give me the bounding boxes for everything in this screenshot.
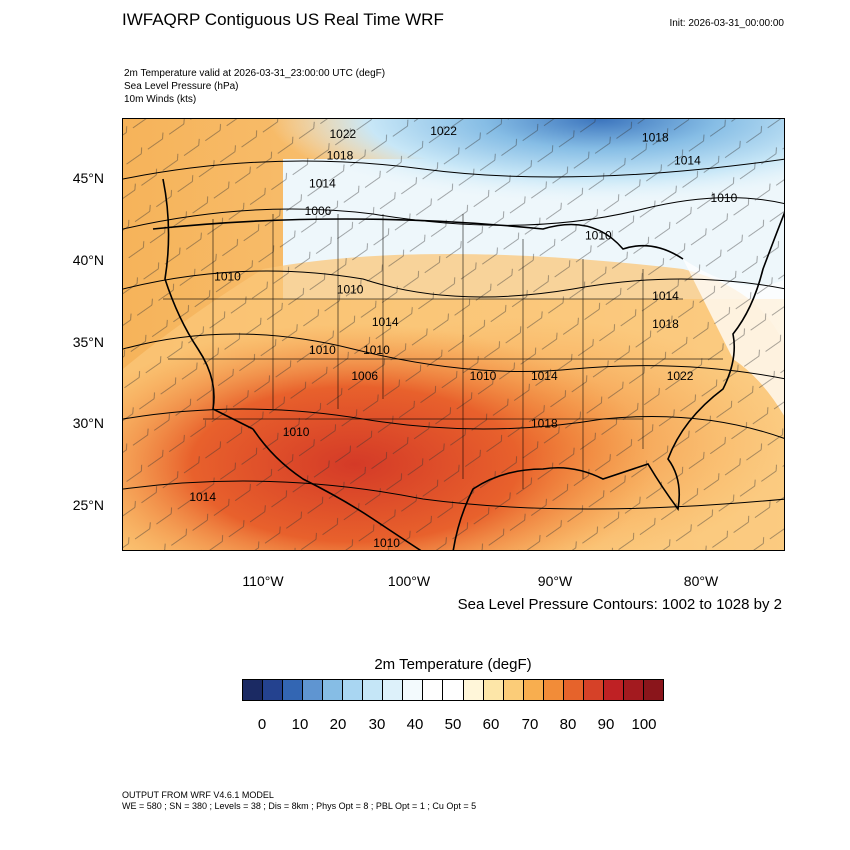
pressure-label: 1006 bbox=[305, 204, 332, 218]
pressure-label: 1010 bbox=[337, 283, 364, 297]
colorbar-swatch bbox=[303, 680, 324, 700]
footer-config-line: WE = 580 ; SN = 380 ; Levels = 38 ; Dis … bbox=[122, 801, 477, 811]
pressure-label: 1010 bbox=[363, 343, 390, 357]
map-canvas: 1022 1022 1018 1018 1014 1014 1010 1006 1010 1010… bbox=[123, 119, 784, 550]
colorbar-swatch bbox=[363, 680, 384, 700]
colorbar-swatch bbox=[543, 680, 564, 700]
colorbar-tick: 80 bbox=[559, 716, 577, 733]
footer-model-line: OUTPUT FROM WRF V4.6.1 MODEL bbox=[122, 790, 274, 800]
pressure-label: 1018 bbox=[642, 130, 669, 144]
colorbar-tick: 100 bbox=[631, 716, 657, 733]
colorbar-tick: 30 bbox=[368, 716, 386, 733]
colorbar bbox=[242, 679, 664, 701]
lat-label-45: 45°N bbox=[72, 170, 104, 186]
pressure-label: 1010 bbox=[585, 229, 612, 243]
colorbar-swatch bbox=[643, 680, 663, 700]
colorbar-swatch bbox=[583, 680, 604, 700]
colorbar-tick: 10 bbox=[291, 716, 309, 733]
colorbar-swatch bbox=[483, 680, 504, 700]
field-pressure-label: Sea Level Pressure (hPa) bbox=[124, 81, 239, 92]
pressure-label: 1010 bbox=[470, 369, 497, 383]
colorbar-tick: 60 bbox=[482, 716, 500, 733]
lat-label-40: 40°N bbox=[72, 252, 104, 268]
init-time: Init: 2026-03-31_00:00:00 bbox=[669, 18, 784, 29]
pressure-contours bbox=[123, 158, 784, 510]
pressure-label: 1010 bbox=[373, 536, 400, 550]
pressure-label: 1018 bbox=[327, 148, 354, 162]
colorbar-tick: 20 bbox=[329, 716, 347, 733]
pressure-label: 1014 bbox=[674, 153, 701, 167]
colorbar-tick: 70 bbox=[521, 716, 539, 733]
lat-label-25: 25°N bbox=[72, 497, 104, 513]
colorbar-tick: 40 bbox=[406, 716, 424, 733]
lon-label-110w: 110°W bbox=[242, 573, 284, 589]
pressure-label: 1022 bbox=[667, 369, 694, 383]
contour-interval-note: Sea Level Pressure Contours: 1002 to 102… bbox=[457, 596, 782, 613]
page-title: IWFAQRP Contiguous US Real Time WRF bbox=[122, 10, 444, 29]
pressure-label: 1022 bbox=[329, 127, 356, 141]
pressure-label: 1014 bbox=[531, 369, 558, 383]
pressure-label: 1010 bbox=[309, 343, 336, 357]
colorbar-tick: 0 bbox=[257, 716, 267, 733]
lon-label-80w: 80°W bbox=[683, 573, 719, 589]
colorbar-swatch bbox=[463, 680, 484, 700]
colorbar-swatch bbox=[523, 680, 544, 700]
lon-label-90w: 90°W bbox=[537, 573, 573, 589]
colorbar-swatch bbox=[283, 680, 304, 700]
pressure-labels: 1022 1022 1018 1018 1014 1014 1010 1006 1010 1010… bbox=[189, 124, 738, 550]
lat-label-35: 35°N bbox=[72, 334, 104, 350]
colorbar-swatch bbox=[343, 680, 364, 700]
colorbar-swatch bbox=[563, 680, 584, 700]
colorbar-swatch bbox=[403, 680, 424, 700]
weather-map: 1022 1022 1018 1018 1014 1014 1010 1006 1010 1010… bbox=[122, 118, 785, 551]
state-borders bbox=[163, 214, 723, 489]
field-temperature-label: 2m Temperature valid at 2026-03-31_23:00… bbox=[124, 68, 386, 79]
pressure-label: 1022 bbox=[430, 124, 457, 138]
wind-barbs bbox=[123, 119, 784, 550]
colorbar-swatch bbox=[323, 680, 344, 700]
pressure-label: 1018 bbox=[531, 417, 558, 431]
colorbar-swatch bbox=[443, 680, 464, 700]
colorbar-swatch bbox=[503, 680, 524, 700]
pressure-label: 1018 bbox=[652, 317, 679, 331]
lat-label-30: 30°N bbox=[72, 415, 104, 431]
colorbar-title: 2m Temperature (degF) bbox=[374, 656, 532, 673]
pressure-label: 1014 bbox=[189, 490, 216, 504]
colorbar-swatch bbox=[423, 680, 444, 700]
pressure-label: 1014 bbox=[372, 315, 399, 329]
colorbar-swatch bbox=[383, 680, 404, 700]
colorbar-tick: 50 bbox=[444, 716, 462, 733]
colorbar-swatch bbox=[263, 680, 284, 700]
pressure-label: 1010 bbox=[283, 425, 310, 439]
pressure-label: 1010 bbox=[214, 269, 241, 283]
colorbar-tick: 90 bbox=[597, 716, 615, 733]
coastlines bbox=[152, 178, 784, 550]
pressure-label: 1006 bbox=[351, 369, 378, 383]
pressure-label: 1014 bbox=[652, 289, 679, 303]
field-winds-label: 10m Winds (kts) bbox=[124, 94, 197, 105]
colorbar-swatch bbox=[243, 680, 264, 700]
lon-label-100w: 100°W bbox=[387, 573, 431, 589]
colorbar-swatch bbox=[603, 680, 624, 700]
pressure-label: 1014 bbox=[309, 176, 336, 190]
colorbar-swatch bbox=[623, 680, 644, 700]
pressure-label: 1010 bbox=[711, 191, 738, 205]
